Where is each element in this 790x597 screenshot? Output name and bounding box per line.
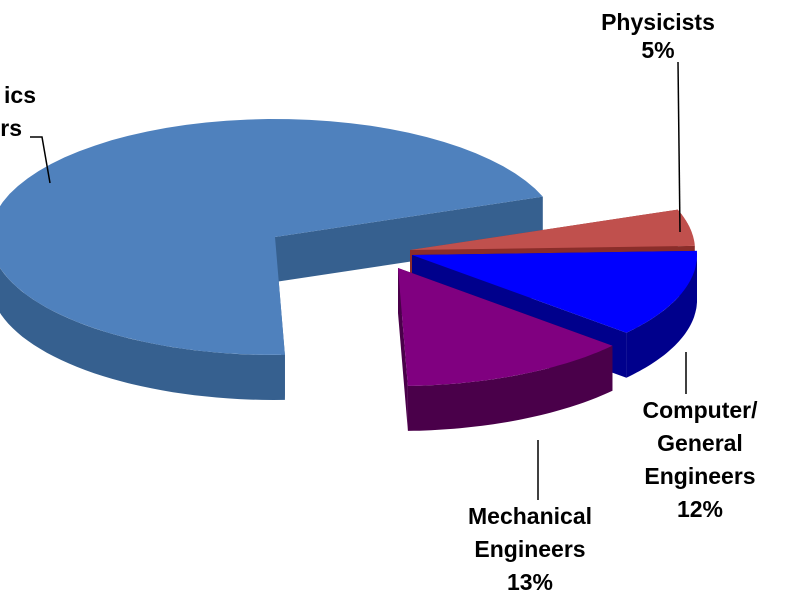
slice — [410, 209, 695, 250]
slice-side — [398, 268, 408, 431]
leader-line — [30, 136, 51, 184]
slice-label: Mechanical — [468, 503, 592, 529]
slice-side — [626, 255, 697, 378]
value-label: 13% — [507, 569, 553, 595]
value-label: 12% — [677, 496, 723, 522]
slice-label: Engineers — [474, 536, 585, 562]
slice-side — [0, 267, 285, 400]
slice — [398, 268, 613, 386]
slice-side — [275, 196, 543, 282]
slice-label: Computer/ — [643, 397, 759, 423]
slice-label: Engineers — [644, 463, 755, 489]
slice-label: Physicists — [601, 9, 715, 35]
slice-label: rs — [0, 115, 22, 141]
slice-label: ics — [4, 82, 36, 108]
slice-side — [407, 345, 613, 431]
slice — [0, 119, 543, 355]
slice-label: General — [657, 430, 743, 456]
leader-line — [677, 61, 681, 233]
slice — [412, 250, 697, 333]
value-label: 5% — [641, 37, 674, 63]
